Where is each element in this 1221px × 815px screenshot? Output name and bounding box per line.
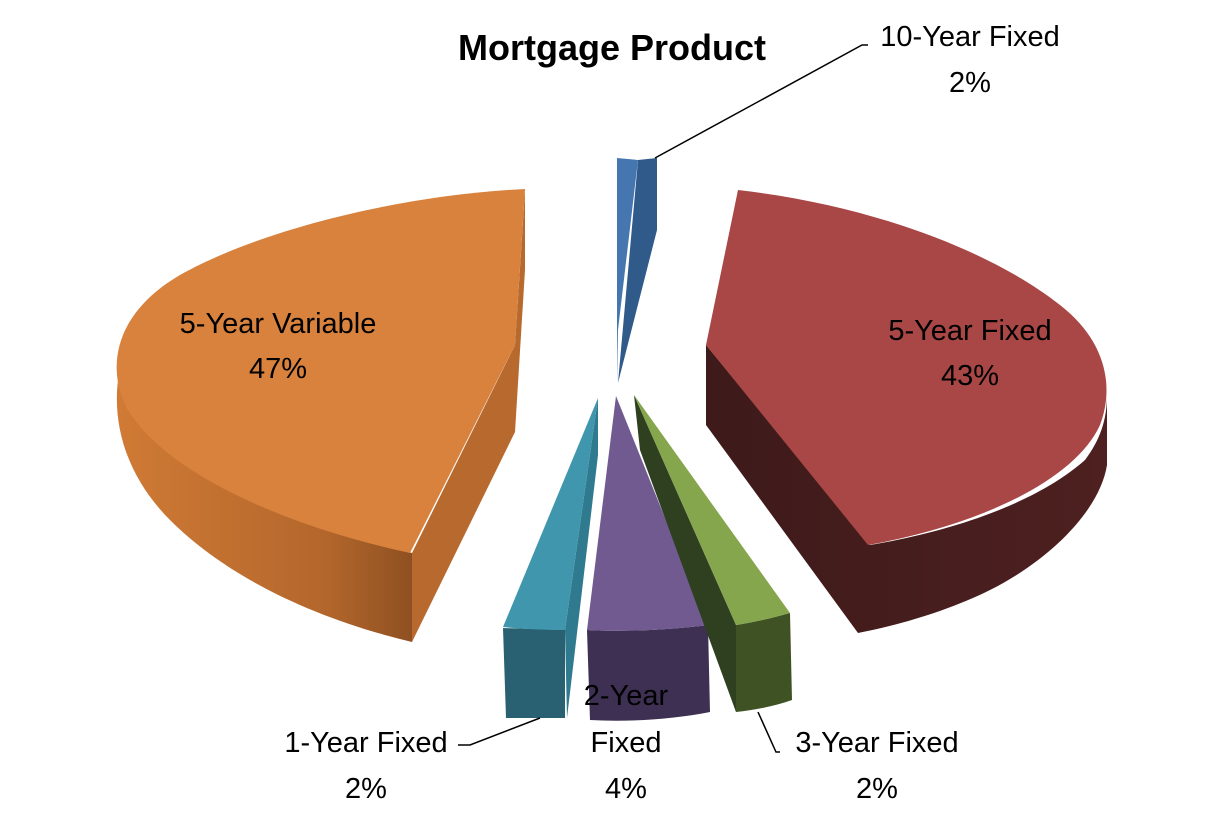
leader-line-1-year-fixed — [458, 717, 541, 746]
slice-5-year-fixed[interactable] — [706, 190, 1107, 633]
label-1-year-fixed-percent: 2% — [345, 773, 387, 805]
slice-1-year-fixed[interactable] — [503, 398, 598, 718]
label-2-year-fixed-percent: 4% — [605, 773, 647, 805]
slice-2-year-fixed[interactable] — [587, 396, 710, 721]
slice-5-year-fixed-side — [706, 345, 1107, 633]
label-2-year-fixed-name-line2: Fixed — [591, 727, 662, 759]
slice-5-year-variable-cut — [412, 345, 515, 642]
slice-2-year-fixed-side — [587, 625, 710, 721]
slice-5-year-variable[interactable] — [116, 189, 525, 642]
slice-1-year-fixed-cut — [565, 398, 598, 718]
label-5-year-fixed-name: 5-Year Fixed — [888, 315, 1051, 347]
label-3-year-fixed-name: 3-Year Fixed — [795, 727, 958, 759]
label-5-year-variable-name: 5-Year Variable — [180, 308, 377, 340]
leader-line-10-year-fixed — [654, 44, 868, 159]
slice-2-year-fixed-top — [587, 396, 708, 631]
slice-3-year-fixed-top — [634, 395, 790, 625]
label-5-year-variable-percent: 47% — [249, 353, 307, 385]
label-1-year-fixed-name: 1-Year Fixed — [284, 727, 447, 759]
label-10-year-fixed-percent: 2% — [949, 67, 991, 99]
slice-5-year-variable-cut-back — [515, 190, 525, 432]
slice-3-year-fixed-side — [736, 613, 792, 712]
slice-10-year-fixed[interactable] — [617, 158, 657, 383]
label-5-year-fixed-percent: 43% — [941, 360, 999, 392]
label-10-year-fixed-name: 10-Year Fixed — [880, 21, 1059, 53]
leader-line-3-year-fixed — [757, 711, 780, 753]
slice-3-year-fixed[interactable] — [634, 395, 792, 712]
chart-title: Mortgage Product — [458, 27, 766, 68]
slice-3-year-fixed-cut — [634, 395, 736, 712]
slice-10-year-fixed-side — [618, 158, 657, 383]
slice-5-year-variable-top — [116, 189, 525, 553]
label-3-year-fixed-percent: 2% — [856, 773, 898, 805]
slice-1-year-fixed-side — [503, 628, 565, 718]
slice-5-year-fixed-top — [706, 190, 1107, 545]
label-2-year-fixed-name-line1: 2-Year — [584, 680, 669, 712]
slice-1-year-fixed-top — [503, 398, 598, 630]
slice-5-year-variable-side — [116, 380, 412, 642]
slice-10-year-fixed-top — [617, 158, 638, 383]
